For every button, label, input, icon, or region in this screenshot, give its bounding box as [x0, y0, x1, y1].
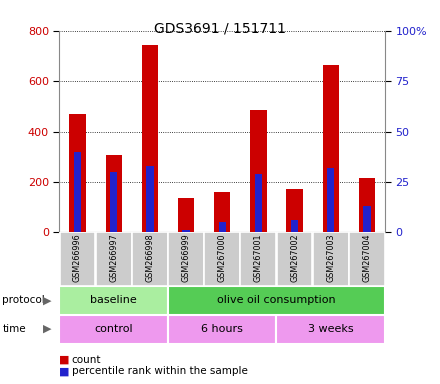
Bar — [323, 65, 339, 232]
Text: 3 weeks: 3 weeks — [308, 324, 354, 334]
Bar — [219, 222, 226, 232]
Text: GSM266996: GSM266996 — [73, 234, 82, 283]
Bar — [286, 189, 303, 232]
Text: time: time — [2, 324, 26, 334]
Bar — [255, 174, 262, 232]
Text: ■: ■ — [59, 366, 70, 376]
Text: ▶: ▶ — [43, 295, 52, 305]
Bar — [59, 315, 168, 344]
Bar — [106, 156, 122, 232]
Text: percentile rank within the sample: percentile rank within the sample — [72, 366, 248, 376]
Text: GSM266998: GSM266998 — [145, 234, 154, 283]
Text: 6 hours: 6 hours — [201, 324, 243, 334]
Text: baseline: baseline — [90, 295, 137, 306]
Bar — [168, 315, 276, 344]
Text: GSM266997: GSM266997 — [109, 234, 118, 283]
Bar — [363, 206, 370, 232]
Bar — [59, 232, 95, 286]
Bar — [168, 232, 204, 286]
Bar — [74, 152, 81, 232]
Bar — [142, 45, 158, 232]
Text: GSM267002: GSM267002 — [290, 234, 299, 283]
Bar — [178, 198, 194, 232]
Text: GSM267003: GSM267003 — [326, 234, 335, 282]
Bar — [132, 232, 168, 286]
Bar — [277, 232, 312, 286]
Text: count: count — [72, 355, 101, 365]
Bar — [96, 232, 132, 286]
Bar — [276, 315, 385, 344]
Bar — [349, 232, 385, 286]
Text: control: control — [94, 324, 133, 334]
Bar — [291, 220, 298, 232]
Bar — [182, 230, 190, 232]
Bar — [250, 110, 267, 232]
Bar — [214, 192, 231, 232]
Bar — [168, 286, 385, 315]
Text: GSM266999: GSM266999 — [182, 234, 191, 283]
Bar — [146, 166, 154, 232]
Bar — [359, 178, 375, 232]
Bar — [70, 114, 86, 232]
Text: GSM267000: GSM267000 — [218, 234, 227, 282]
Text: GSM267001: GSM267001 — [254, 234, 263, 282]
Bar — [313, 232, 348, 286]
Bar — [241, 232, 276, 286]
Text: GDS3691 / 151711: GDS3691 / 151711 — [154, 21, 286, 35]
Text: GSM267004: GSM267004 — [363, 234, 371, 282]
Text: olive oil consumption: olive oil consumption — [217, 295, 336, 306]
Text: ▶: ▶ — [43, 324, 52, 334]
Bar — [110, 172, 117, 232]
Text: protocol: protocol — [2, 295, 45, 305]
Text: ■: ■ — [59, 355, 70, 365]
Bar — [59, 286, 168, 315]
Bar — [204, 232, 240, 286]
Bar — [327, 168, 334, 232]
